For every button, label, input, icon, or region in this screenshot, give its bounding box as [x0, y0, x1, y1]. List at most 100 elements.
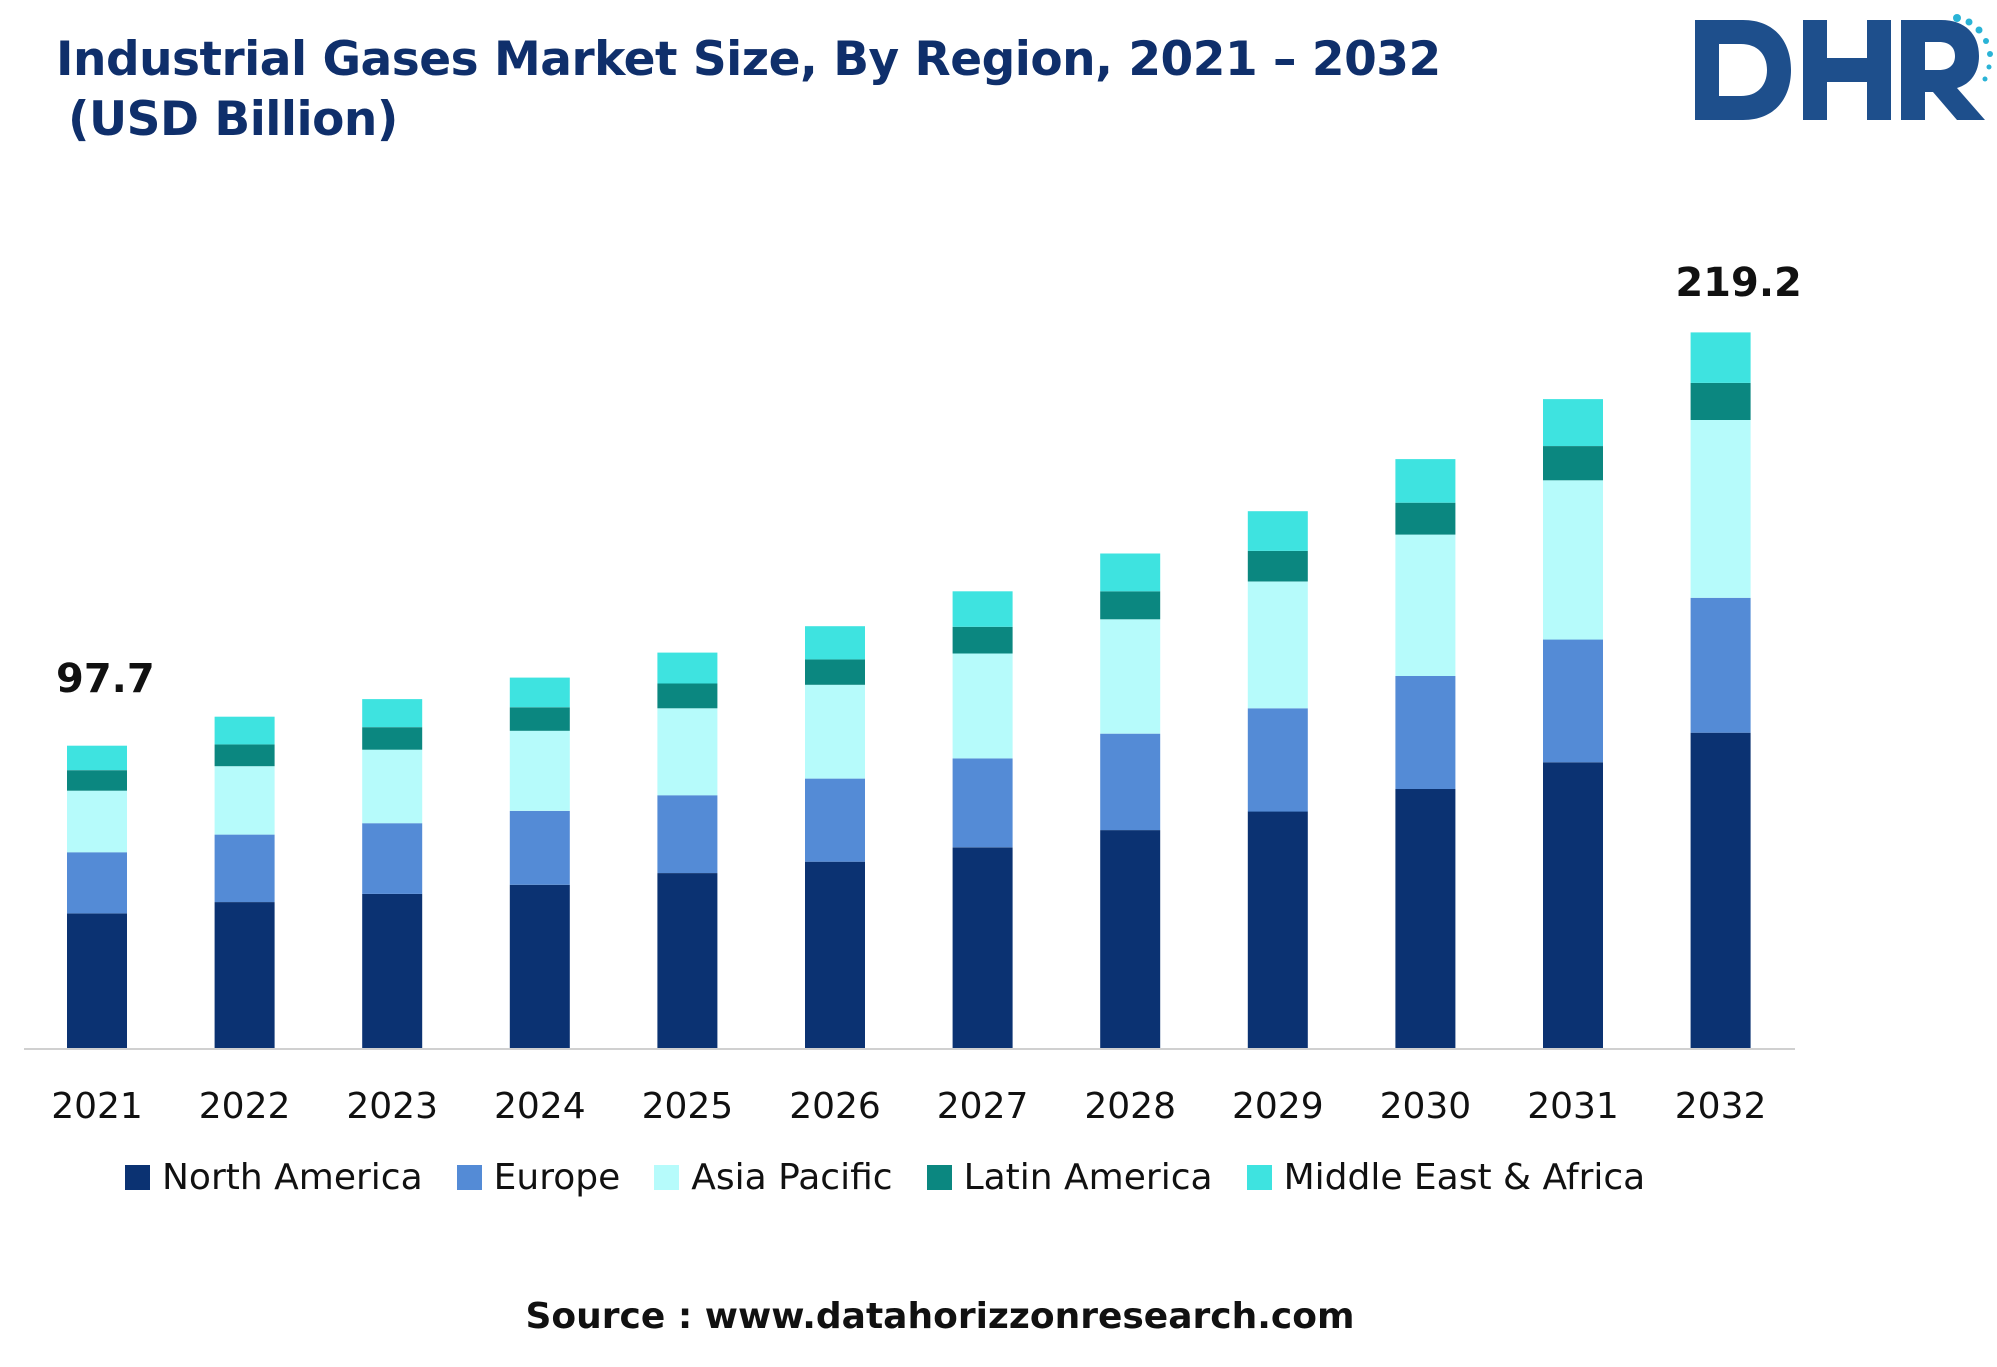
x-tick-label-2027: 2027 — [937, 1086, 1029, 1127]
legend-item-europe: Europe — [456, 1156, 621, 1198]
bar-segment-latin-america-2021 — [67, 770, 127, 791]
bar-segment-latin-america-2024 — [509, 707, 570, 731]
bar-segment-europe-2023 — [362, 823, 423, 894]
bar-segment-middle-east-africa-2032 — [1690, 332, 1751, 383]
x-tick-label-2022: 2022 — [199, 1086, 291, 1127]
x-tick-label-2029: 2029 — [1232, 1086, 1324, 1127]
source-note: Source : www.datahorizzonresearch.com — [525, 1296, 1355, 1337]
bar-segment-europe-2030 — [1395, 676, 1456, 789]
chart-legend: North America Europe Asia Pacific Latin Ame… — [125, 1152, 1679, 1202]
bar-segment-asia-pacific-2030 — [1395, 534, 1456, 676]
dhr-logo — [1695, 14, 1993, 120]
bar-stack-2028 — [1100, 553, 1161, 1048]
bar-segment-asia-pacific-2026 — [805, 684, 865, 779]
bar-segment-middle-east-africa-2029 — [1247, 511, 1308, 551]
bar-segment-asia-pacific-2028 — [1100, 619, 1161, 734]
legend-label-latin-america: Latin America — [963, 1156, 1213, 1198]
bar-stack-2025 — [657, 652, 718, 1048]
x-tick-label-2024: 2024 — [494, 1086, 586, 1127]
bar-segment-latin-america-2022 — [214, 744, 275, 767]
bar-segment-asia-pacific-2029 — [1247, 581, 1308, 709]
x-tick-label-2023: 2023 — [346, 1086, 438, 1127]
bar-segment-north-america-2025 — [657, 873, 718, 1048]
x-tick-labels: 2021 2022 2023 2024 2025 2026 2027 2028 2029 2030… — [51, 1086, 1766, 1127]
bar-segment-europe-2029 — [1247, 708, 1308, 812]
x-tick-label-2031: 2031 — [1527, 1086, 1619, 1127]
legend-item-middle-east-africa: Middle East & Africa — [1246, 1156, 1646, 1198]
legend-label-middle-east-africa: Middle East & Africa — [1283, 1156, 1646, 1198]
x-tick-label-2030: 2030 — [1380, 1086, 1472, 1127]
bar-segment-europe-2027 — [952, 758, 1013, 848]
bar-segment-asia-pacific-2027 — [952, 653, 1013, 759]
bar-segment-middle-east-africa-2030 — [1395, 459, 1456, 503]
bar-segment-latin-america-2032 — [1690, 382, 1751, 420]
bar-segment-europe-2032 — [1690, 597, 1751, 733]
chart-title: Industrial Gases Market Size, By Region,… — [56, 30, 1506, 150]
legend-item-asia-pacific: Asia Pacific — [654, 1156, 893, 1198]
total-label-2032: 219.2 — [1675, 260, 1802, 306]
legend-swatch-middle-east-africa — [1246, 1164, 1272, 1190]
bar-segment-latin-america-2031 — [1543, 446, 1603, 481]
bar-segment-north-america-2026 — [805, 861, 865, 1048]
bar-stacks — [67, 332, 1751, 1048]
bar-segment-europe-2024 — [509, 810, 570, 885]
bar-segment-asia-pacific-2025 — [657, 708, 718, 796]
bar-segment-middle-east-africa-2028 — [1100, 553, 1161, 592]
legend-swatch-north-america — [125, 1164, 150, 1190]
bar-segment-north-america-2028 — [1100, 830, 1161, 1048]
bar-segment-latin-america-2027 — [952, 626, 1013, 654]
bar-stack-2030 — [1395, 459, 1456, 1048]
bar-segment-middle-east-africa-2023 — [362, 699, 423, 728]
legend-swatch-europe — [456, 1164, 482, 1190]
total-labels: 97.7 219.2 — [56, 260, 1802, 702]
logo-d-shape — [1695, 20, 1791, 120]
bar-segment-europe-2025 — [657, 795, 718, 873]
bar-segment-north-america-2029 — [1247, 811, 1308, 1048]
bar-segment-europe-2031 — [1543, 639, 1603, 763]
bar-segment-north-america-2021 — [67, 913, 127, 1048]
bar-segment-middle-east-africa-2027 — [952, 591, 1013, 627]
x-tick-label-2026: 2026 — [789, 1086, 881, 1127]
x-tick-label-2025: 2025 — [642, 1086, 734, 1127]
bar-segment-asia-pacific-2024 — [509, 730, 570, 811]
bar-stack-2032 — [1690, 332, 1751, 1048]
logo-r-shape — [1901, 20, 1985, 120]
bar-segment-north-america-2031 — [1543, 762, 1603, 1048]
bar-stack-2023 — [362, 699, 423, 1048]
bar-stack-2021 — [67, 745, 127, 1048]
bar-stack-2024 — [509, 677, 570, 1048]
total-label-2021: 97.7 — [56, 656, 155, 702]
bar-segment-asia-pacific-2032 — [1690, 420, 1751, 598]
bar-segment-latin-america-2023 — [362, 727, 423, 750]
bar-segment-middle-east-africa-2024 — [509, 677, 570, 708]
x-tick-label-2021: 2021 — [51, 1086, 143, 1127]
legend-label-north-america: North America — [162, 1156, 423, 1198]
bar-segment-asia-pacific-2031 — [1543, 480, 1603, 640]
logo-h-shape — [1803, 20, 1891, 120]
bar-segment-north-america-2030 — [1395, 789, 1456, 1048]
bar-segment-latin-america-2026 — [805, 659, 865, 685]
bar-segment-middle-east-africa-2025 — [657, 652, 718, 684]
bar-segment-latin-america-2030 — [1395, 502, 1456, 535]
legend-swatch-latin-america — [926, 1164, 952, 1190]
bar-stack-2031 — [1543, 399, 1603, 1048]
bar-segment-middle-east-africa-2026 — [805, 626, 865, 660]
legend-label-europe: Europe — [493, 1156, 621, 1198]
bar-segment-north-america-2022 — [214, 902, 275, 1048]
bar-stack-2022 — [214, 716, 275, 1048]
bar-stack-2026 — [805, 626, 865, 1048]
bar-segment-latin-america-2029 — [1247, 550, 1308, 582]
chart-title-line1: Industrial Gases Market Size, By Region,… — [56, 32, 1441, 87]
bar-segment-north-america-2032 — [1690, 732, 1751, 1048]
bar-segment-europe-2026 — [805, 778, 865, 862]
bar-stack-2029 — [1247, 511, 1308, 1048]
chart-title-line2: (USD Billion) — [68, 92, 398, 147]
bar-segment-north-america-2024 — [509, 884, 570, 1048]
bar-segment-asia-pacific-2023 — [362, 749, 423, 824]
bar-stack-2027 — [952, 591, 1013, 1048]
bar-segment-middle-east-africa-2022 — [214, 716, 275, 745]
logo-accent-dots — [1953, 14, 1993, 82]
legend-label-asia-pacific: Asia Pacific — [691, 1156, 893, 1198]
bar-segment-north-america-2027 — [952, 847, 1013, 1048]
